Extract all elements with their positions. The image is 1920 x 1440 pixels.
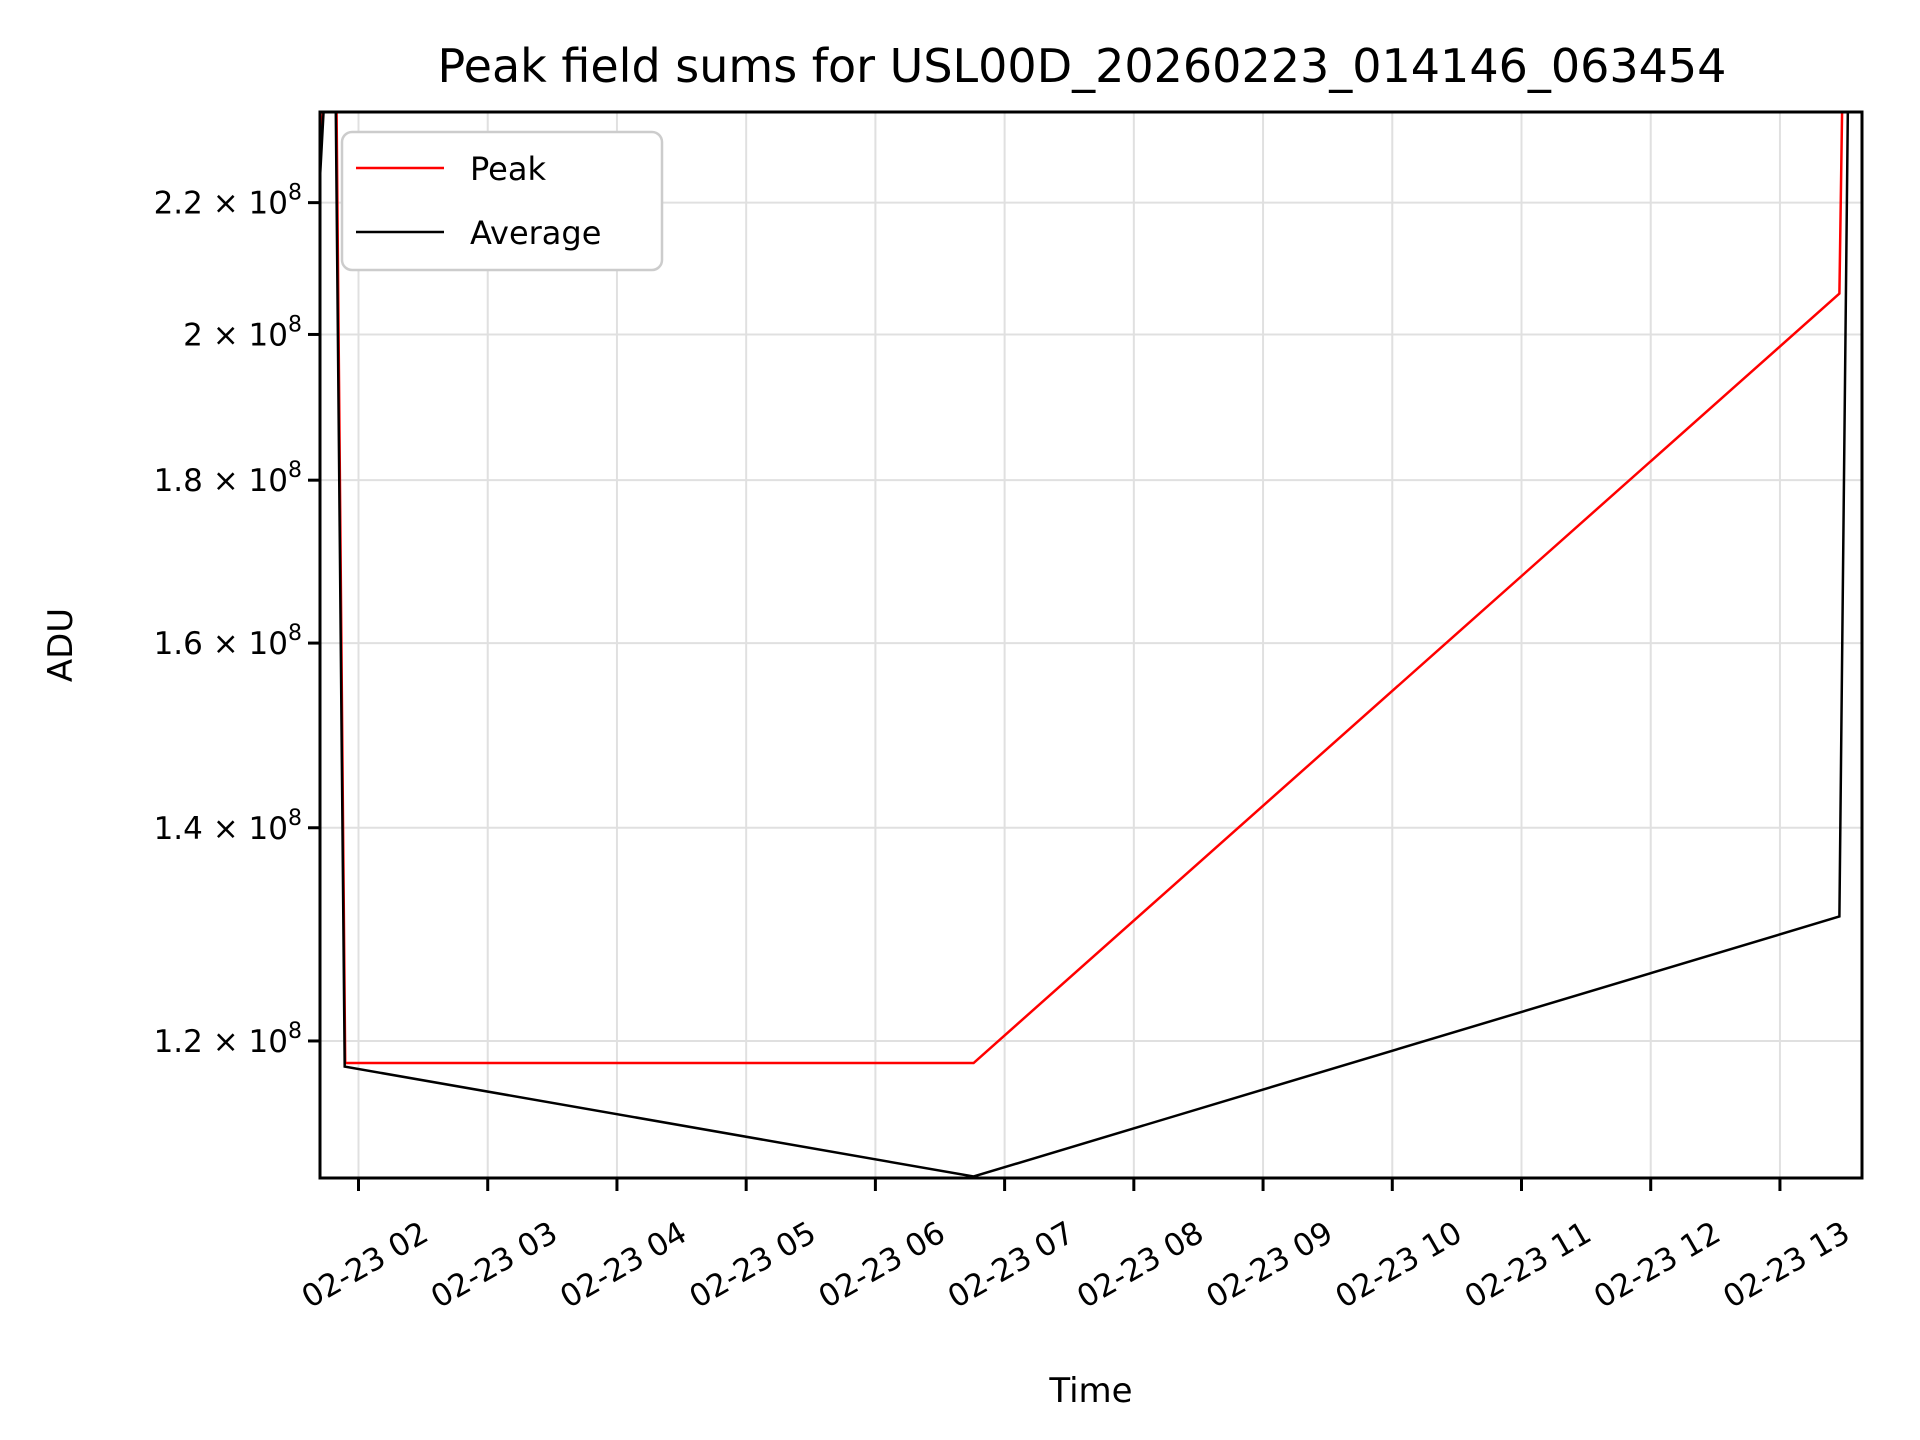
y-tick-label: 1.8 × 108 <box>154 458 302 499</box>
y-axis-label: ADU <box>41 608 81 682</box>
x-tick-label: 02-23 06 <box>813 1215 952 1316</box>
series-line-average <box>320 112 1850 1178</box>
y-tick-label: 1.6 × 108 <box>154 621 302 662</box>
x-tick-label: 02-23 04 <box>554 1215 693 1316</box>
x-tick-label: 02-23 10 <box>1330 1215 1469 1316</box>
x-tick-label: 02-23 09 <box>1200 1215 1339 1316</box>
y-tick-label: 1.4 × 108 <box>154 806 302 847</box>
y-tick-label: 1.2 × 108 <box>154 1019 302 1060</box>
x-tick-label: 02-23 08 <box>1071 1215 1210 1316</box>
data-series-layer <box>320 112 1850 1178</box>
x-tick-label: 02-23 12 <box>1588 1215 1727 1316</box>
x-tick-label: 02-23 02 <box>296 1215 435 1316</box>
legend-average-label: Average <box>470 214 601 252</box>
gridlines <box>320 112 1862 1178</box>
legend-box <box>340 130 664 272</box>
chart-title: Peak field sums for USL00D_20260223_0141… <box>438 39 1727 93</box>
plot-border <box>318 110 1864 1180</box>
x-tick-label: 02-23 07 <box>942 1215 1081 1316</box>
x-axis-label: Time <box>1048 1371 1132 1411</box>
y-tick-label: 2 × 108 <box>183 312 302 353</box>
x-tick-label: 02-23 05 <box>683 1215 822 1316</box>
x-tick-label: 02-23 11 <box>1459 1215 1598 1316</box>
x-tick-label: 02-23 13 <box>1717 1215 1856 1316</box>
legend: Peak Average <box>340 130 664 272</box>
y-tick-label: 2.2 × 108 <box>154 181 302 222</box>
x-tick-label: 02-23 03 <box>425 1215 564 1316</box>
legend-peak-label: Peak <box>470 150 546 188</box>
series-line-peak <box>320 112 1844 1065</box>
